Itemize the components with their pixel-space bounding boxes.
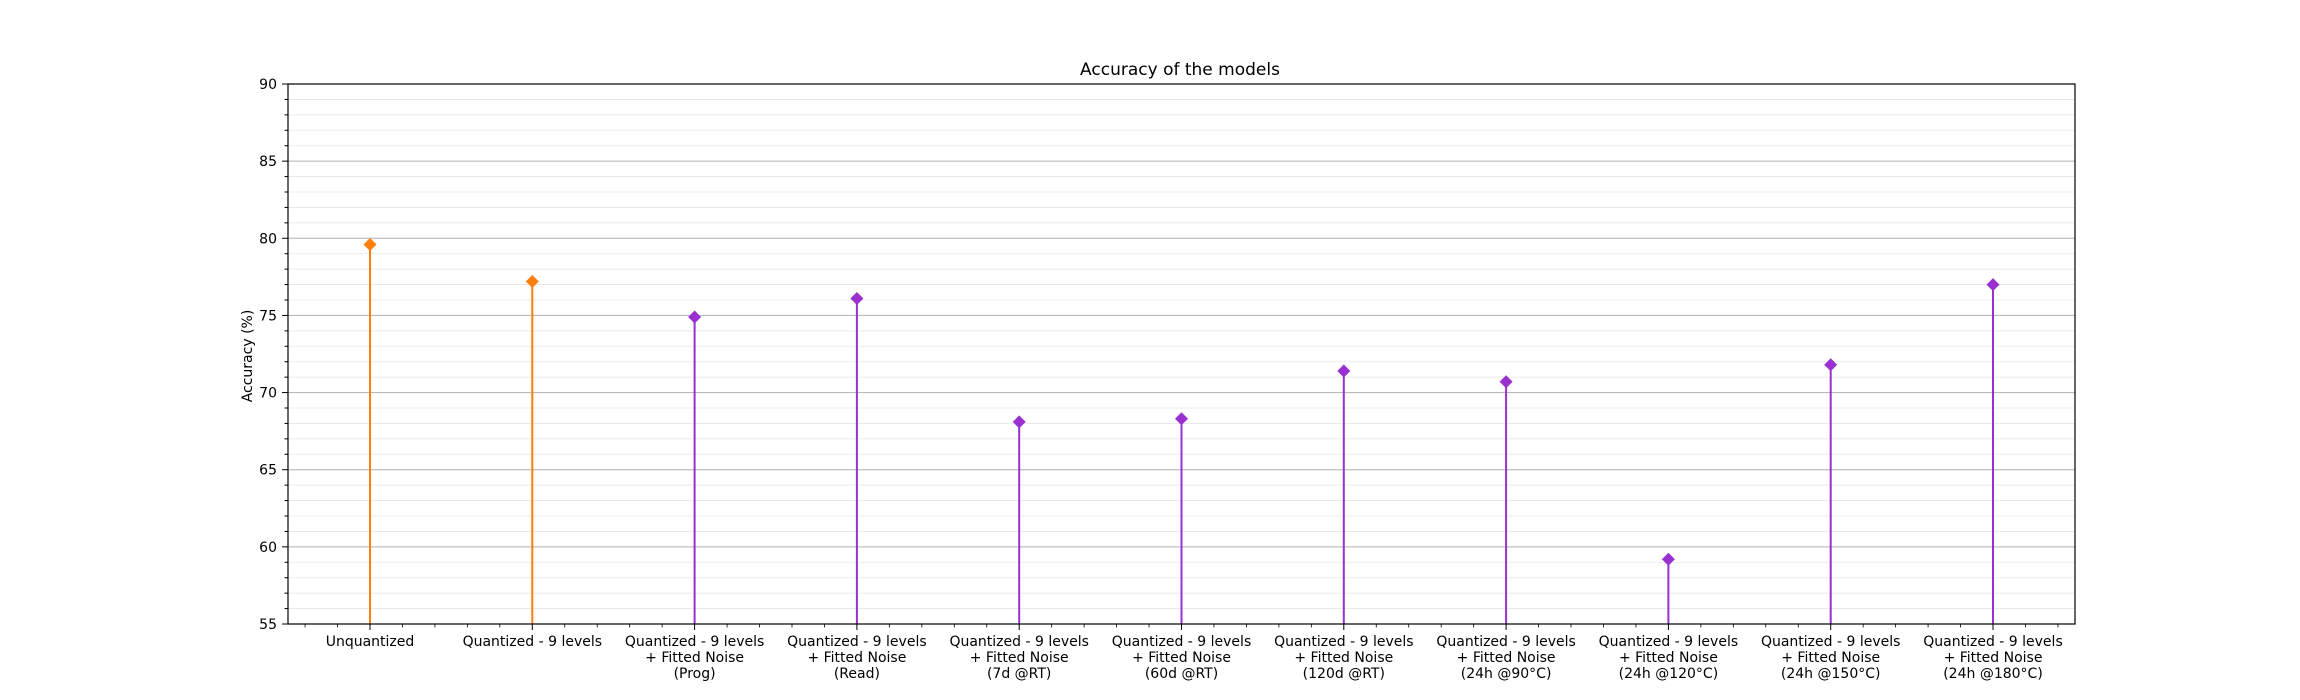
stem-marker — [1337, 364, 1351, 378]
x-tick-label-line: + Fitted Noise — [1294, 650, 1393, 666]
y-tick-label: 65 — [259, 463, 277, 479]
x-tick-label-line: + Fitted Noise — [970, 650, 1069, 666]
stems — [363, 237, 2000, 624]
x-tick-label-line: (120d @RT) — [1303, 666, 1385, 682]
stem-marker — [1175, 412, 1188, 426]
x-tick-label-line: + Fitted Noise — [1944, 650, 2043, 666]
x-tick-label: Quantized - 9 levels + Fitted Noise (24h @… — [1923, 634, 2062, 682]
x-tick-label-line: Quantized - 9 levels — [625, 634, 764, 650]
x-tick-label: Quantized - 9 levels + Fitted Noise (120d … — [1274, 634, 1413, 682]
x-tick-label-line: (24h @180°C) — [1943, 666, 2043, 682]
x-tick-label-line: (Read) — [834, 666, 880, 682]
x-tick-label-line: Quantized - 9 levels — [1923, 634, 2062, 650]
stem-marker — [1824, 358, 1838, 372]
x-tick-label: Quantized - 9 levels + Fitted Noise (60d @… — [1112, 634, 1251, 682]
x-tick-label-line: Quantized - 9 levels — [1436, 634, 1575, 650]
x-tick-label-line: Unquantized — [326, 634, 415, 650]
x-tick-label-line: + Fitted Noise — [1457, 650, 1556, 666]
stem-marker — [1012, 415, 1026, 429]
x-tick-label-line: (24h @90°C) — [1461, 666, 1552, 682]
y-tick-label: 55 — [259, 617, 277, 633]
x-tick-label-line: Quantized - 9 levels — [1761, 634, 1900, 650]
stem-marker — [525, 274, 539, 288]
stem-marker — [850, 291, 864, 305]
x-tick-label: Quantized - 9 levels + Fitted Noise (Read) — [787, 634, 926, 682]
x-tick-label-line: Quantized - 9 levels — [949, 634, 1088, 650]
stem-marker — [1499, 375, 1513, 389]
y-tick-label: 70 — [259, 386, 277, 402]
x-tick-label-line: Quantized - 9 levels — [1274, 634, 1413, 650]
x-tick-label: Quantized - 9 levels + Fitted Noise (Prog) — [625, 634, 764, 682]
stem-marker — [363, 237, 377, 251]
x-tick-label-line: (7d @RT) — [987, 666, 1051, 682]
x-tick-label-line: + Fitted Noise — [645, 650, 744, 666]
x-tick-label: Quantized - 9 levels + Fitted Noise (24h @… — [1436, 634, 1575, 682]
x-tick-label-line: + Fitted Noise — [1619, 650, 1718, 666]
x-tick-label-line: (60d @RT) — [1145, 666, 1218, 682]
x-tick-label: Quantized - 9 levels + Fitted Noise (7d @R… — [949, 634, 1088, 682]
x-tick-label: Quantized - 9 levels + Fitted Noise (24h @… — [1761, 634, 1900, 682]
y-tick-label: 75 — [259, 308, 277, 324]
x-tick-label-line: Quantized - 9 levels — [1112, 634, 1251, 650]
x-tick-label-line: + Fitted Noise — [807, 650, 906, 666]
y-tick-label: 90 — [259, 77, 277, 93]
x-tick-label-line: Quantized - 9 levels — [1599, 634, 1738, 650]
y-ticks: 55 60 65 70 75 80 85 90 — [259, 77, 288, 633]
stem-marker — [1986, 278, 2000, 292]
chart-title: Accuracy of the models — [1080, 60, 1280, 80]
y-tick-label: 85 — [259, 154, 277, 170]
x-tick-label-line: (24h @120°C) — [1619, 666, 1719, 682]
x-tick-label-line: Quantized - 9 levels — [787, 634, 926, 650]
x-tick-label: Unquantized — [326, 634, 415, 650]
x-tick-label: Quantized - 9 levels — [463, 634, 602, 650]
stem-marker — [1661, 552, 1675, 566]
y-tick-label: 80 — [259, 231, 277, 247]
x-tick-label-line: (Prog) — [674, 666, 716, 682]
x-tick-label: Quantized - 9 levels + Fitted Noise (24h @… — [1599, 634, 1738, 682]
x-tick-label-line: (24h @150°C) — [1781, 666, 1881, 682]
x-ticks: Unquantized Quantized - 9 levels Quantized… — [304, 624, 2063, 682]
x-tick-label-line: Quantized - 9 levels — [463, 634, 602, 650]
y-tick-label: 60 — [259, 540, 277, 556]
stem-marker — [688, 310, 702, 324]
x-tick-label-line: + Fitted Noise — [1781, 650, 1880, 666]
x-tick-label-line: + Fitted Noise — [1132, 650, 1231, 666]
y-axis-label: Accuracy (%) — [240, 310, 256, 403]
